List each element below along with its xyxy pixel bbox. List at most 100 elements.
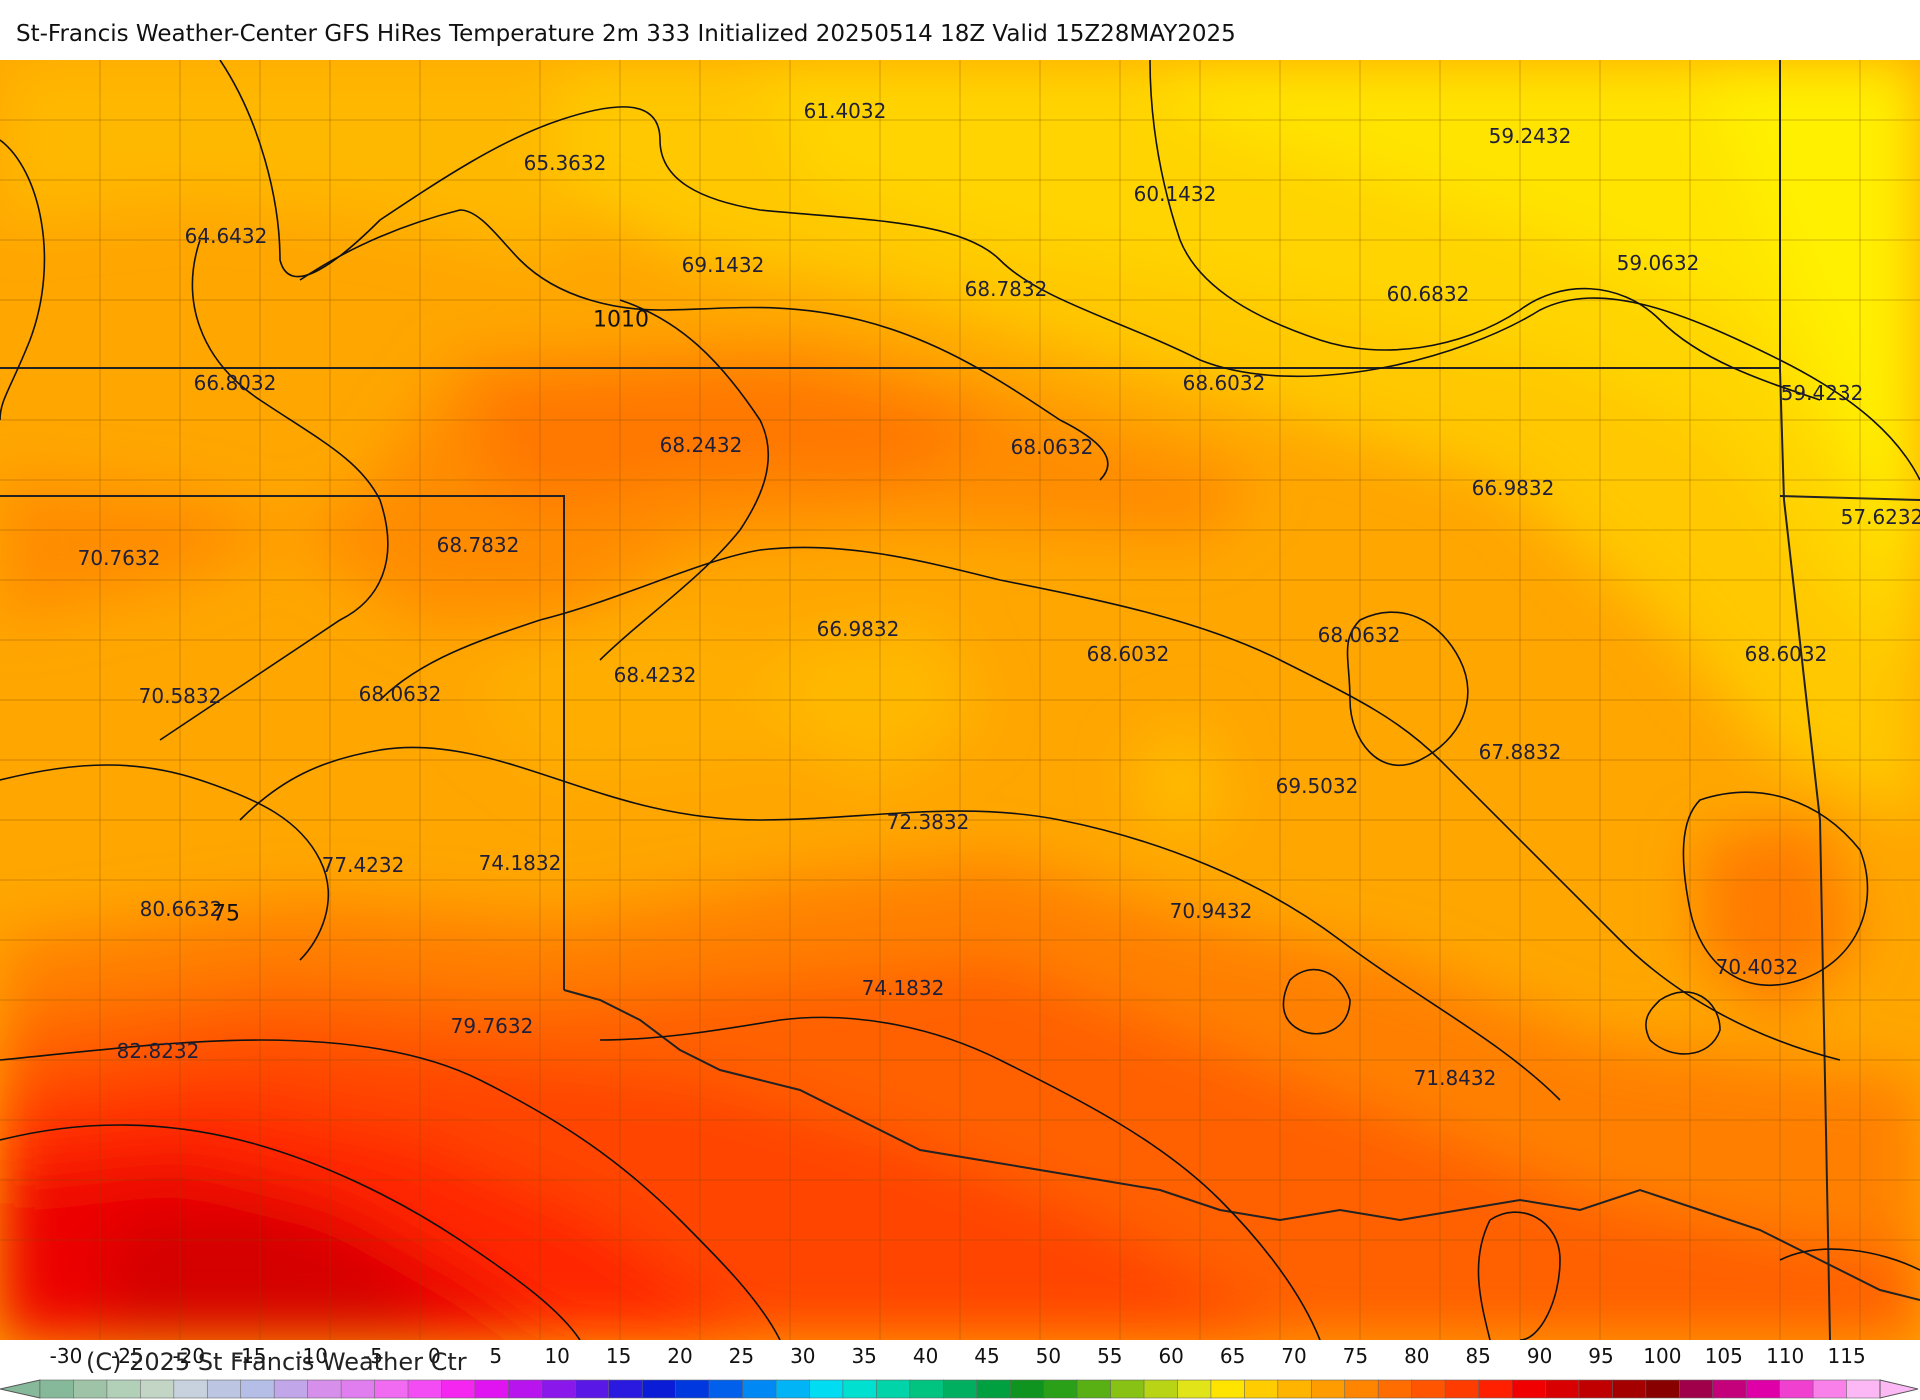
color-bar-segment (1478, 1379, 1513, 1399)
point-value: 60.1432 (1133, 182, 1217, 206)
point-value: 66.9832 (1471, 476, 1555, 500)
copyright: (C) 2025 St Francis Weather Ctr (86, 1348, 467, 1376)
point-value: 59.0632 (1616, 251, 1700, 275)
color-bar-segment (541, 1379, 577, 1399)
color-bar-segment (675, 1379, 710, 1399)
color-bar-segment (842, 1379, 878, 1399)
scale-tick-label: 100 (1643, 1344, 1682, 1368)
point-value: 67.8832 (1478, 740, 1562, 764)
point-value: 59.2432 (1488, 124, 1572, 148)
scale-tick-label: -30 (49, 1344, 83, 1368)
color-bar-segment (106, 1379, 142, 1399)
scale-tick-label: 30 (790, 1344, 816, 1368)
point-value: 68.2432 (659, 433, 743, 457)
point-value: 77.4232 (321, 853, 405, 877)
color-bar-segment (1812, 1379, 1848, 1399)
temperature-map: 61.4032 59.2432 65.3632 60.1432 64.6432 … (0, 60, 1920, 1340)
color-bar-segment (173, 1379, 209, 1399)
scale-tick-label: 40 (912, 1344, 939, 1368)
color-bar-segment (909, 1379, 945, 1399)
map-canvas (0, 60, 1920, 1340)
scale-tick-label: 110 (1766, 1344, 1805, 1368)
county-lines (0, 60, 1920, 1340)
color-bar-segment (1009, 1379, 1045, 1399)
color-bar-segment (1745, 1379, 1781, 1399)
scale-tick-label: -5 (363, 1344, 383, 1368)
point-value: 64.6432 (184, 224, 268, 248)
point-value: 79.7632 (450, 1014, 534, 1038)
color-bar-segment (273, 1379, 309, 1399)
point-value: 70.4032 (1715, 955, 1799, 979)
color-bar-segment (574, 1379, 610, 1399)
scale-tick-label: 35 (851, 1344, 877, 1368)
scale-tick-label: 115 (1827, 1344, 1866, 1368)
point-value: 82.8232 (116, 1039, 200, 1063)
point-value: 69.5032 (1275, 774, 1359, 798)
scale-tick-label: 25 (728, 1344, 755, 1368)
color-bar-segment (1645, 1379, 1681, 1399)
scale-tick-label: -20 (172, 1344, 206, 1368)
color-bar-segment (1244, 1379, 1279, 1399)
color-bar-segment (1612, 1379, 1647, 1399)
color-bar-segment (206, 1379, 242, 1399)
scale-tick-label: 10 (544, 1344, 570, 1368)
scale-tick-label: 105 (1704, 1344, 1743, 1368)
point-value: 68.6032 (1744, 642, 1828, 666)
color-bar-segment (1110, 1379, 1145, 1399)
point-value: 57.6232 (1840, 505, 1920, 529)
color-bar-segment (775, 1379, 811, 1399)
color-bar-segment (1310, 1379, 1346, 1399)
point-value: 74.1832 (478, 851, 562, 875)
color-bar-segment (608, 1379, 643, 1399)
color-bar-segment (1210, 1379, 1246, 1399)
color-bar (0, 1379, 1919, 1399)
scale-tick-label: -15 (233, 1344, 267, 1368)
color-bar-segment (441, 1379, 476, 1399)
color-bar-segment (474, 1379, 510, 1399)
contour-label: 1010 (593, 307, 649, 333)
color-bar-segment (1779, 1379, 1814, 1399)
color-bar-segment (1411, 1379, 1446, 1399)
color-bar-segment (1578, 1379, 1614, 1399)
color-bar-segment (1277, 1379, 1313, 1399)
scale-tick-label: 95 (1588, 1344, 1614, 1368)
color-bar-segment (976, 1379, 1011, 1399)
color-bar-segment (1377, 1379, 1413, 1399)
scale-tick-label: 70 (1281, 1344, 1307, 1368)
point-value: 66.8032 (193, 371, 277, 395)
scale-tick-label: 75 (1342, 1344, 1369, 1368)
point-value: 70.5832 (138, 684, 222, 708)
state-borders (0, 60, 1920, 1340)
point-value: 68.6032 (1182, 371, 1266, 395)
point-value: 71.8432 (1413, 1066, 1497, 1090)
point-value: 61.4032 (803, 99, 887, 123)
color-bar-segment (407, 1379, 443, 1399)
color-bar-segment (1444, 1379, 1480, 1399)
map-title: St-Francis Weather-Center GFS HiRes Temp… (16, 21, 1236, 47)
scale-tick-label: 45 (974, 1344, 1000, 1368)
point-value: 72.3832 (886, 810, 970, 834)
point-value: 68.7832 (436, 533, 520, 557)
color-bar-segment (742, 1379, 777, 1399)
color-bar-segment (641, 1379, 677, 1399)
point-value: 69.1432 (681, 253, 765, 277)
color-bar-segment (340, 1379, 376, 1399)
scale-tick-label: 80 (1404, 1344, 1430, 1368)
color-bar-segment (1344, 1379, 1379, 1399)
temperature-field (0, 60, 1920, 1340)
color-bar-segment (1511, 1379, 1547, 1399)
point-value: 74.1832 (861, 976, 945, 1000)
color-bar-segment (1143, 1379, 1179, 1399)
color-bar-segment (942, 1379, 978, 1399)
scale-tick-label: 60 (1158, 1344, 1184, 1368)
color-bar-left-arrow (0, 1379, 41, 1399)
scale-tick-label: 65 (1219, 1344, 1246, 1368)
point-value: 66.9832 (816, 617, 900, 641)
color-bar-segment (1076, 1379, 1112, 1399)
color-bar-segment (1846, 1379, 1881, 1399)
color-bar-segment (307, 1379, 342, 1399)
scale-tick-label: 5 (489, 1344, 503, 1368)
color-bar-segment (1678, 1379, 1714, 1399)
scale-tick-label: -10 (295, 1344, 328, 1368)
point-value: 68.7832 (964, 277, 1048, 301)
